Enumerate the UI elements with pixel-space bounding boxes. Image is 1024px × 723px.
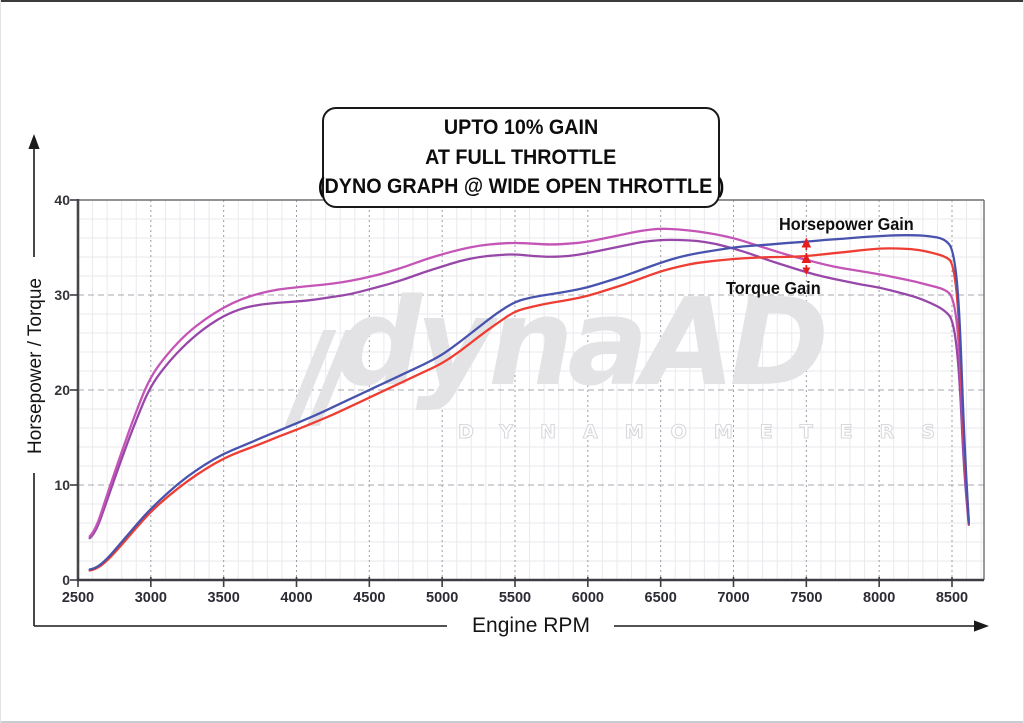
title-line-2: AT FULL THROTTLE — [425, 145, 617, 169]
x-tick-label: 4000 — [280, 590, 313, 606]
x-tick-label: 2500 — [61, 590, 95, 606]
curve-torque_before — [88, 238, 970, 540]
curve-torque_after — [88, 227, 970, 538]
x-tick-label: 5000 — [426, 590, 459, 606]
title-line-3: (DYNO GRAPH @ WIDE OPEN THROTTLE ) — [317, 175, 725, 199]
y-tick-label: 30 — [54, 287, 70, 303]
y-axis-arrowhead-icon — [28, 134, 40, 149]
title-line-1: UPTO 10% GAIN — [443, 115, 599, 139]
x-tick-label: 7000 — [717, 590, 750, 606]
x-tick-label: 7500 — [790, 590, 823, 606]
x-tick-label: 8500 — [935, 590, 969, 606]
gain-arrowhead-up-icon — [801, 237, 812, 248]
y-tick-label: 0 — [62, 572, 70, 588]
horsepower-gain-label: Horsepower Gain — [779, 214, 914, 234]
gain-arrowhead-down-icon — [802, 267, 811, 275]
x-tick-label: 3500 — [207, 590, 240, 606]
y-tick-label: 40 — [54, 192, 70, 208]
curve-horsepower_after — [88, 234, 970, 571]
title-box: UPTO 10% GAIN AT FULL THROTTLE (DYNO GRA… — [318, 107, 724, 208]
y-tick-label: 20 — [54, 382, 70, 398]
x-axis-arrowhead-icon — [974, 620, 989, 632]
x-tick-label: 5500 — [498, 590, 532, 606]
x-tick-label: 4500 — [353, 590, 386, 606]
gain-arrowhead-up-icon — [801, 253, 812, 263]
y-tick-label: 10 — [54, 477, 70, 493]
x-tick-label: 6500 — [644, 590, 677, 606]
x-tick-label: 3000 — [134, 590, 167, 606]
x-axis-title: Engine RPM — [472, 614, 590, 637]
x-tick-label: 8000 — [863, 590, 896, 606]
torque-gain-label: Torque Gain — [726, 278, 821, 298]
x-tick-label: 6000 — [571, 590, 604, 606]
curve-horsepower_before — [88, 247, 970, 572]
